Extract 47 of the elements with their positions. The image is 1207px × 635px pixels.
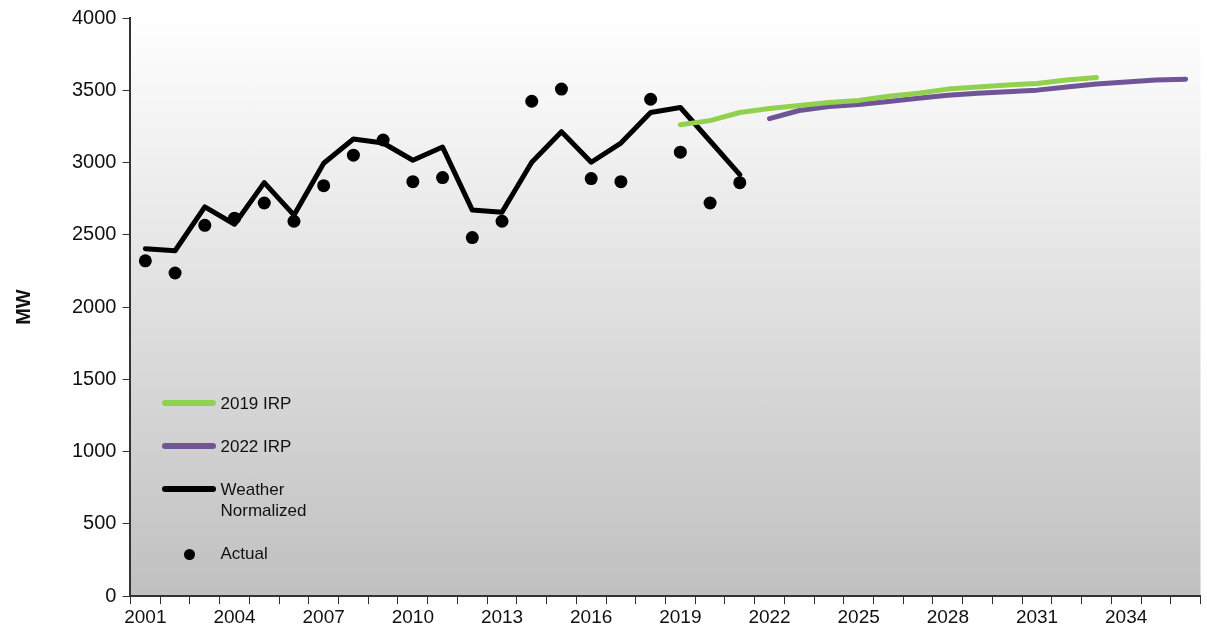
y-tick-label: 2500 xyxy=(71,222,117,245)
y-tick-label: 0 xyxy=(105,583,117,606)
point xyxy=(525,94,539,108)
point xyxy=(465,231,479,245)
point xyxy=(614,175,628,189)
point xyxy=(406,175,420,189)
point xyxy=(168,266,182,280)
x-tick-label: 2004 xyxy=(213,605,257,627)
point xyxy=(138,254,152,268)
x-tick-label: 2025 xyxy=(837,605,880,627)
x-tick-label: 2013 xyxy=(480,605,524,627)
x-tick-label: 2019 xyxy=(659,605,702,627)
x-tick-label: 2022 xyxy=(748,605,791,627)
legend-label: 2022 IRP xyxy=(220,436,293,458)
point xyxy=(228,211,242,225)
point xyxy=(376,133,390,147)
point xyxy=(733,176,747,190)
x-tick-label: 2016 xyxy=(570,605,613,627)
y-tick-label: 500 xyxy=(83,511,117,534)
point xyxy=(257,196,271,210)
point xyxy=(346,148,360,162)
legend-label: Weather Normalized xyxy=(220,479,308,522)
y-tick-label: 2000 xyxy=(71,294,117,317)
point xyxy=(198,218,212,232)
legend-label: 2019 IRP xyxy=(220,393,293,415)
point xyxy=(436,171,450,185)
y-tick-label: 1500 xyxy=(71,366,117,389)
y-tick-label: 1000 xyxy=(71,439,117,462)
legend-label: Actual xyxy=(220,543,269,565)
x-tick-label: 2031 xyxy=(1015,605,1059,627)
y-tick-label: 4000 xyxy=(71,5,117,28)
point xyxy=(287,214,301,228)
x-tick-label: 2001 xyxy=(124,605,167,627)
x-tick-label: 2010 xyxy=(391,605,434,627)
x-tick-label: 2034 xyxy=(1105,605,1148,627)
x-tick-label: 2028 xyxy=(926,605,969,627)
point xyxy=(584,172,598,186)
x-tick-label: 2007 xyxy=(302,605,345,627)
point xyxy=(554,82,568,96)
point xyxy=(644,92,658,106)
y-axis-title: MW xyxy=(11,289,34,325)
y-tick-label: 3000 xyxy=(71,150,117,173)
point xyxy=(317,179,331,193)
point xyxy=(495,214,509,228)
y-tick-label: 3500 xyxy=(71,77,117,100)
point xyxy=(673,145,687,159)
point xyxy=(703,196,717,210)
